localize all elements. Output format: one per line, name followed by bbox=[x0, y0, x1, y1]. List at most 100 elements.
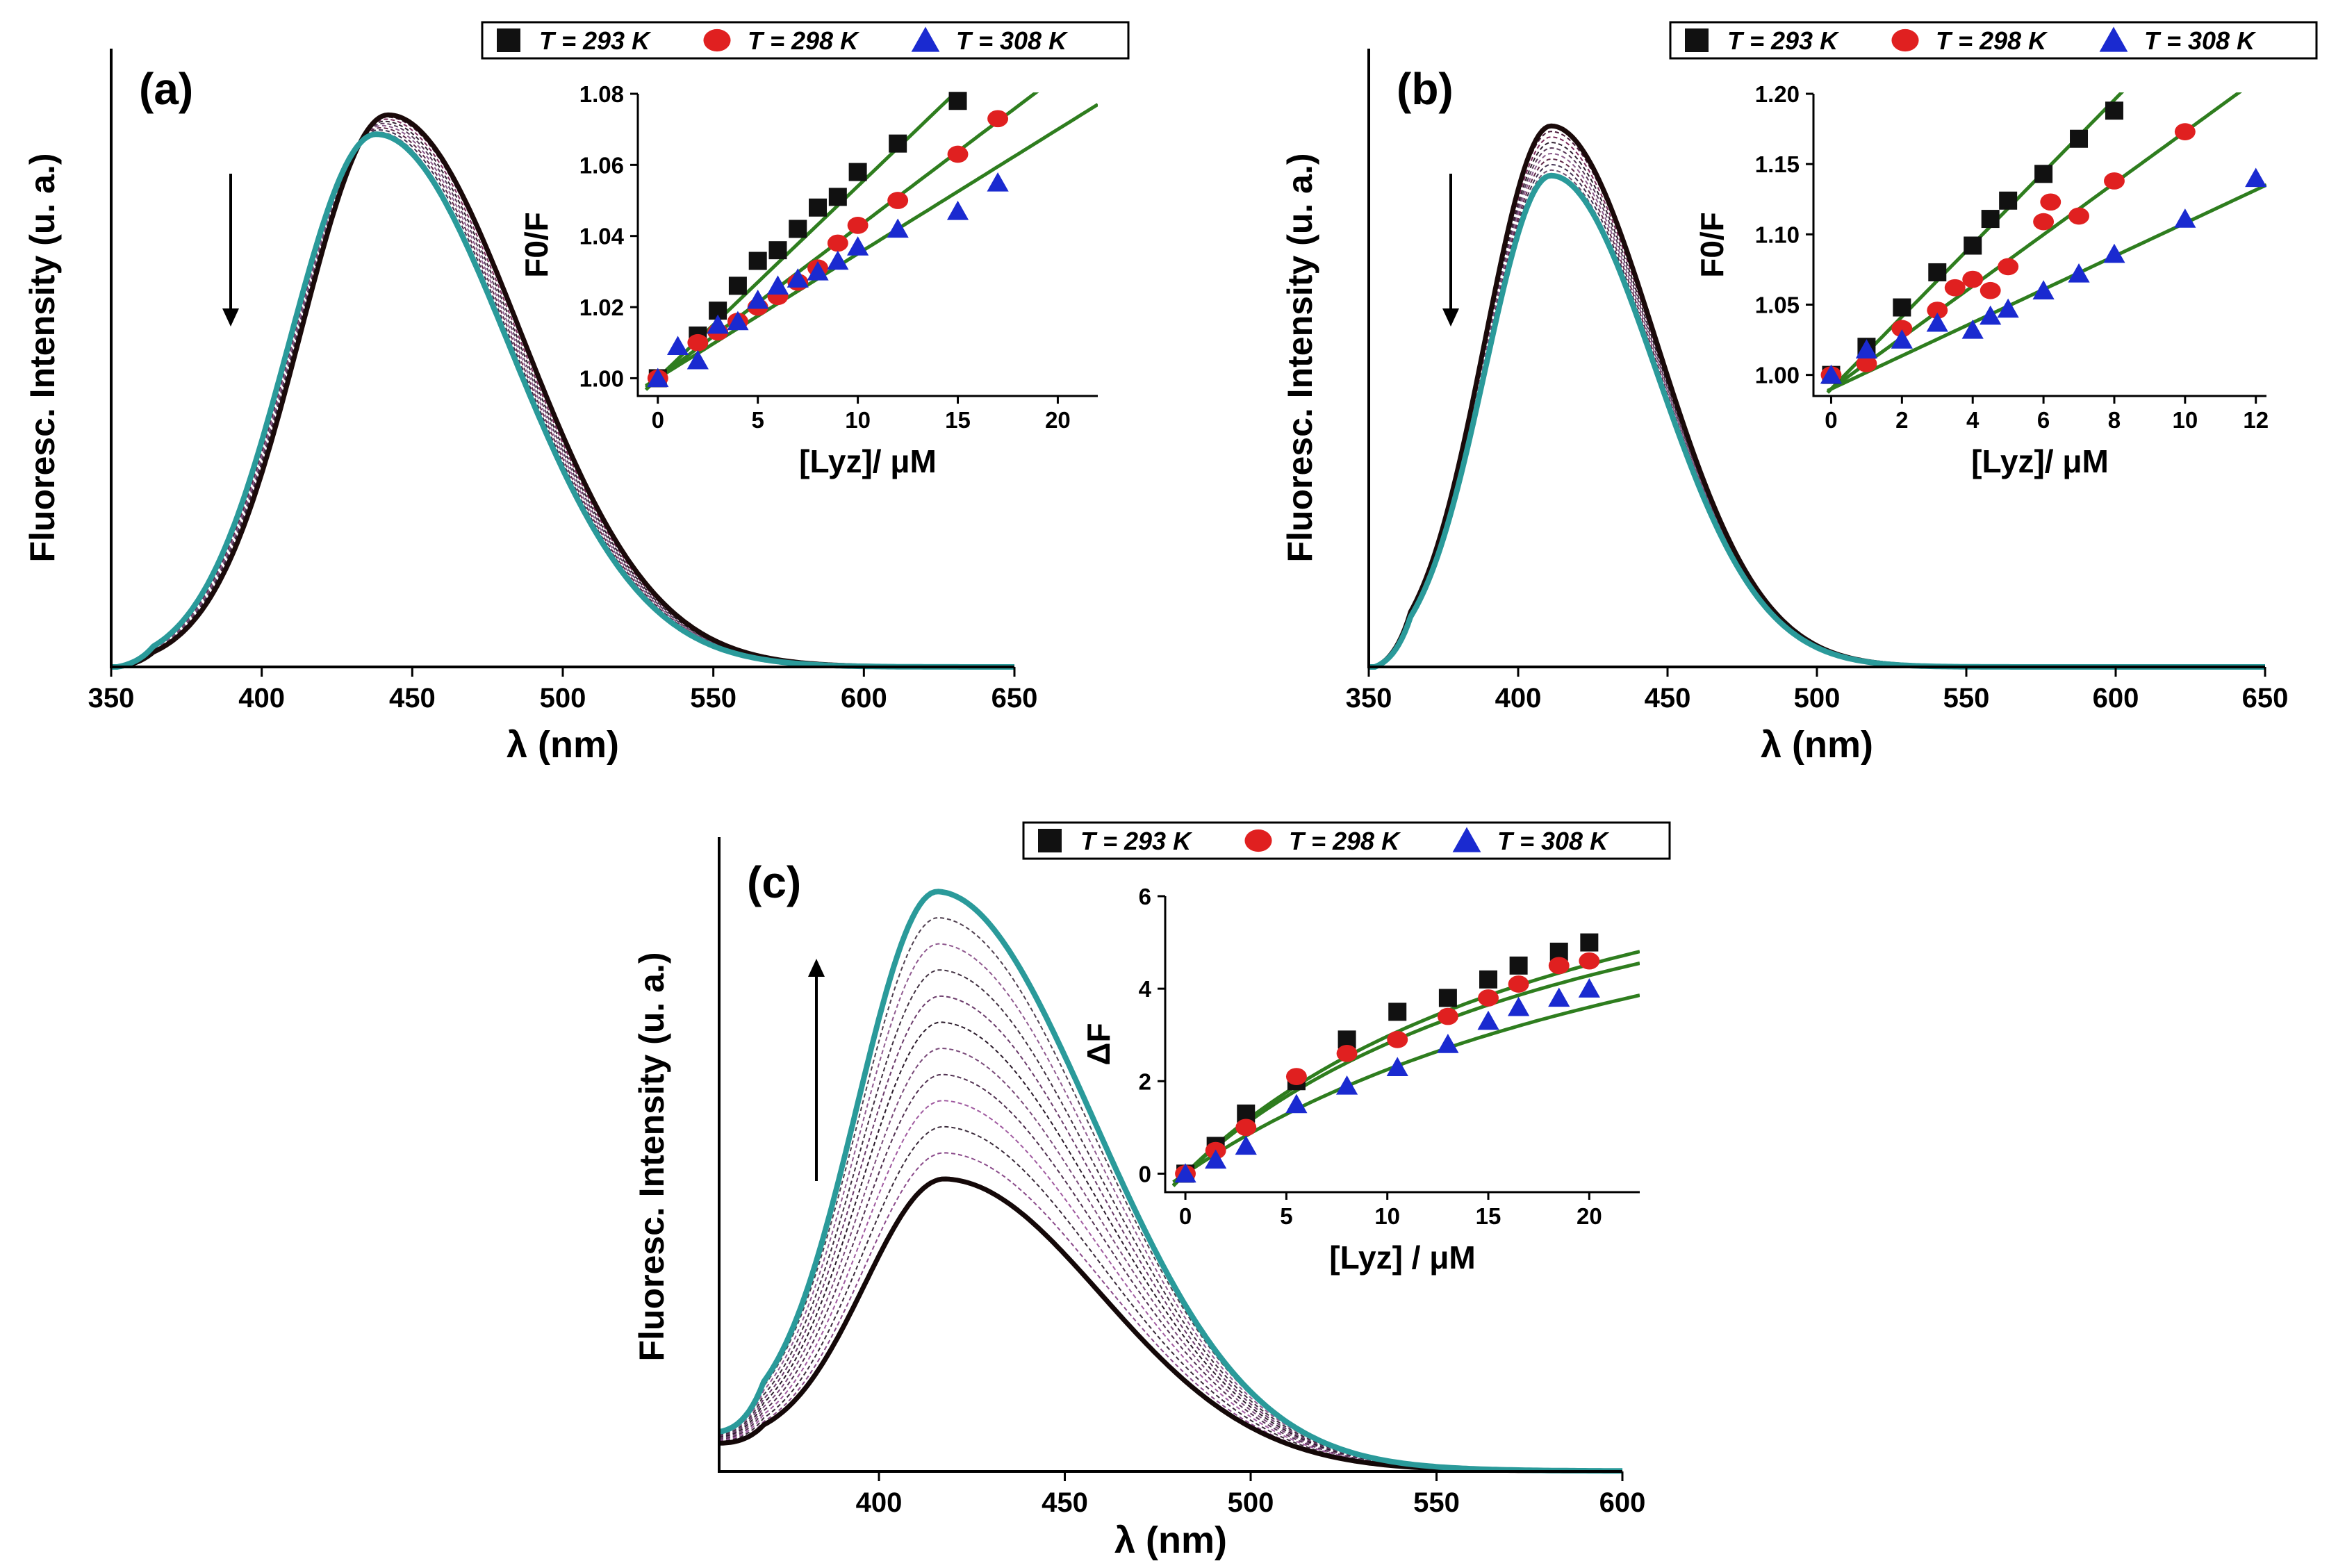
data-point-triangle bbox=[847, 236, 869, 256]
data-point-square bbox=[828, 188, 847, 206]
data-point-triangle bbox=[1508, 996, 1530, 1016]
inset-x-axis-title: [Lyz] / μM bbox=[1329, 1239, 1475, 1276]
data-point-square bbox=[889, 134, 907, 153]
data-point-triangle bbox=[787, 268, 809, 288]
spectrum-line-final bbox=[718, 889, 1623, 1474]
data-point-square bbox=[1509, 956, 1528, 975]
panel-label: (a) bbox=[139, 64, 193, 114]
data-point-triangle bbox=[987, 172, 1009, 192]
inset-x-tick-label: 10 bbox=[1374, 1203, 1400, 1229]
data-point-square bbox=[1928, 263, 1947, 281]
fit-line bbox=[645, 103, 1098, 388]
spectrum-line bbox=[111, 124, 1014, 668]
inset-x-axis-title: [Lyz]/ μM bbox=[799, 443, 937, 479]
x-tick-label: 550 bbox=[1943, 683, 1990, 713]
data-point-triangle bbox=[1548, 987, 1570, 1007]
spectrum-line bbox=[1369, 131, 2265, 668]
inset-y-tick-label: 4 bbox=[1139, 976, 1152, 1002]
inset-y-tick-label: 1.04 bbox=[579, 224, 625, 249]
spectrum-line bbox=[111, 120, 1014, 668]
data-point-triangle bbox=[1235, 1135, 1257, 1155]
data-point-triangle bbox=[727, 311, 749, 331]
legend-marker-circle bbox=[1891, 28, 1919, 52]
legend-label: T = 293 K bbox=[539, 26, 652, 55]
data-point-triangle bbox=[1174, 1163, 1196, 1183]
data-point-triangle bbox=[666, 336, 689, 356]
data-point-circle bbox=[2040, 193, 2061, 211]
inset-y-tick-label: 6 bbox=[1139, 884, 1151, 909]
data-point-square bbox=[848, 163, 867, 181]
spectrum-line bbox=[718, 1021, 1623, 1472]
inset-x-tick-label: 0 bbox=[1179, 1203, 1192, 1229]
legend-marker-square bbox=[1685, 28, 1709, 52]
data-point-square bbox=[789, 220, 807, 238]
x-tick-label: 500 bbox=[1794, 683, 1841, 713]
legend-box bbox=[1669, 21, 2318, 60]
legend-marker-triangle bbox=[2099, 26, 2128, 52]
inset-x-tick-label: 15 bbox=[945, 407, 971, 433]
legend-marker-triangle bbox=[911, 26, 940, 52]
data-point-triangle bbox=[887, 218, 909, 238]
inset-x-axis-title: [Lyz]/ μM bbox=[1971, 443, 2109, 479]
fit-line bbox=[1826, 92, 2242, 393]
data-point-square bbox=[728, 277, 747, 295]
legend-label: T = 293 K bbox=[1727, 26, 1840, 55]
inset-axes bbox=[636, 94, 1098, 397]
data-point-triangle bbox=[2032, 280, 2055, 299]
data-point-square bbox=[1964, 236, 1982, 255]
data-point-triangle bbox=[1335, 1075, 1358, 1095]
data-point-circle bbox=[2068, 207, 2089, 225]
y-axis-title: Fluoresc. Intensity (u. a.) bbox=[1281, 154, 1319, 563]
arrow-up-icon bbox=[808, 959, 825, 977]
data-point-square bbox=[1893, 298, 1911, 317]
x-tick-label: 400 bbox=[1495, 683, 1542, 713]
inset-y-axis-title: F0/F bbox=[518, 212, 554, 278]
data-point-circle bbox=[1927, 302, 1948, 319]
data-point-square bbox=[1388, 1002, 1407, 1021]
inset-x-tick-label: 20 bbox=[1045, 407, 1071, 433]
spectrum-line-initial bbox=[111, 112, 1014, 670]
x-tick-label: 500 bbox=[1228, 1487, 1274, 1518]
data-point-triangle bbox=[946, 200, 969, 220]
legend-box bbox=[481, 21, 1130, 60]
x-tick-label: 450 bbox=[1042, 1487, 1088, 1518]
inset-x-tick-label: 6 bbox=[2037, 407, 2050, 433]
spectrum-line bbox=[1369, 152, 2265, 668]
data-point-square bbox=[948, 92, 967, 110]
spectrum-line bbox=[718, 995, 1622, 1472]
x-tick-label: 500 bbox=[540, 683, 586, 713]
data-point-triangle bbox=[766, 275, 789, 295]
main-axes bbox=[1367, 49, 2265, 668]
data-point-circle bbox=[1980, 281, 2001, 299]
data-point-square bbox=[1479, 970, 1498, 989]
x-tick-label: 650 bbox=[991, 683, 1038, 713]
legend-label: T = 308 K bbox=[1497, 827, 1610, 855]
data-point-triangle bbox=[1578, 978, 1600, 998]
data-point-circle bbox=[687, 333, 709, 352]
legend-marker-circle bbox=[1244, 829, 1272, 852]
data-point-triangle bbox=[1285, 1094, 1308, 1114]
x-tick-label: 450 bbox=[389, 683, 436, 713]
main-axes bbox=[718, 837, 1622, 1473]
data-point-square bbox=[2070, 129, 2089, 148]
spectrum-line bbox=[111, 127, 1014, 668]
data-point-square bbox=[1999, 191, 2018, 210]
legend-marker-square bbox=[1038, 829, 1062, 852]
data-point-square bbox=[809, 198, 828, 217]
x-axis-title: λ (nm) bbox=[507, 724, 619, 766]
data-point-triangle bbox=[647, 368, 669, 388]
data-point-triangle bbox=[827, 250, 849, 270]
y-axis-title: Fluoresc. Intensity (u. a.) bbox=[632, 952, 671, 1362]
data-point-triangle bbox=[1961, 319, 1984, 339]
x-tick-label: 650 bbox=[2242, 683, 2289, 713]
inset-x-tick-label: 8 bbox=[2108, 407, 2121, 433]
spectrum-line bbox=[718, 1125, 1622, 1472]
inset-y-tick-label: 0 bbox=[1139, 1161, 1151, 1187]
inset-x-tick-label: 5 bbox=[752, 407, 764, 433]
inset-axes bbox=[1812, 94, 2266, 397]
inset-axes bbox=[1164, 896, 1640, 1194]
inset-y-tick-label: 1.10 bbox=[1755, 222, 1800, 247]
x-tick-label: 600 bbox=[1599, 1487, 1646, 1518]
spectrum-line bbox=[1369, 158, 2265, 668]
